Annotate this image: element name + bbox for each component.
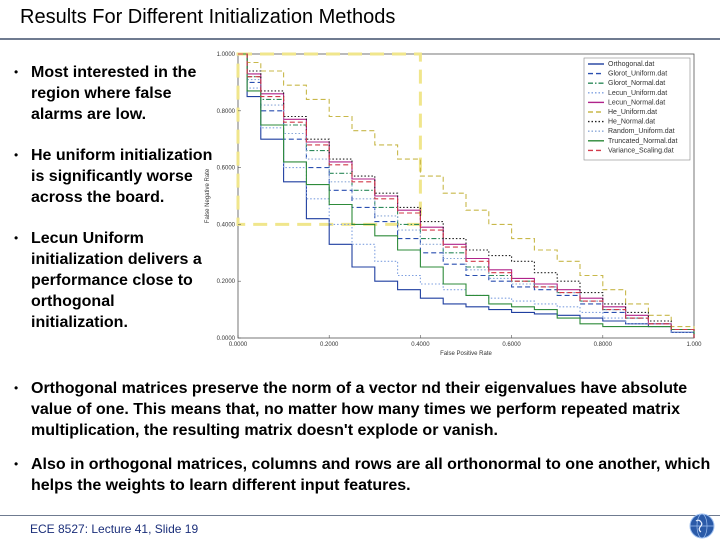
y-axis-label: False Negative Rate <box>205 168 211 223</box>
y-tick-label: 0.4000 <box>217 222 236 228</box>
series-line-he-normal <box>238 53 695 338</box>
x-tick-label: 0.0000 <box>229 342 248 348</box>
bullet-text: Also in orthogonal matrices, columns and… <box>31 456 711 494</box>
x-tick-label: 0.2000 <box>320 342 339 348</box>
bullet-text: He uniform initialization is significant… <box>31 147 213 206</box>
footer-divider <box>0 515 720 516</box>
bullet-item: • Orthogonal matrices preserve the norm … <box>14 378 714 441</box>
bullet-marker: • <box>14 148 19 162</box>
legend-entry: Lecun_Uniform.dat <box>608 90 667 97</box>
y-tick-label: 0.6000 <box>217 166 236 172</box>
legend-entry: Orthogonal.dat <box>608 61 654 68</box>
title-divider <box>0 38 720 40</box>
bullet-list-left: • Most interested in the region where fa… <box>14 62 214 353</box>
y-tick-label: 1.0000 <box>217 52 236 58</box>
series-line-variance-scaling <box>238 53 695 338</box>
legend-entry: He_Uniform.dat <box>608 109 657 116</box>
roc-chart: 0.0000 0.2000 0.4000 0.6000 0.8000 1.000 0.000… <box>205 52 702 357</box>
series-line-he-uniform <box>238 53 695 338</box>
x-axis-label: False Positive Rate <box>440 351 492 357</box>
bullet-item: • Most interested in the region where fa… <box>14 62 214 125</box>
legend-entry: Random_Uniform.dat <box>608 128 675 135</box>
y-tick-label: 0.8000 <box>217 109 236 115</box>
footer-slide-label: ECE 8527: Lecture 41, Slide 19 <box>30 522 199 536</box>
x-tick-label: 0.8000 <box>594 342 613 348</box>
bullet-item: • Lecun Uniform initialization delivers … <box>14 228 214 333</box>
legend-entry: Glorot_Normal.dat <box>608 80 665 87</box>
bullet-marker: • <box>14 65 19 79</box>
bullet-list-bottom: • Orthogonal matrices preserve the norm … <box>14 378 714 509</box>
bullet-text: Most interested in the region where fals… <box>31 64 197 123</box>
legend-box <box>583 57 691 161</box>
x-tick-label: 1.000 <box>686 342 702 348</box>
slide-title: Results For Different Initialization Met… <box>20 6 396 28</box>
x-tick-label: 0.4000 <box>411 342 430 348</box>
bullet-marker: • <box>14 231 19 245</box>
legend-entry: Glorot_Uniform.dat <box>608 71 667 78</box>
y-tick-label: 0.2000 <box>217 279 236 285</box>
legend-entry: He_Normal.dat <box>608 119 655 126</box>
legend-entry: Variance_Scaling.dat <box>608 147 674 154</box>
legend-entry: Lecun_Normal.dat <box>608 99 665 106</box>
bullet-marker: • <box>14 457 19 471</box>
bullet-text: Lecun Uniform initialization delivers a … <box>31 230 202 331</box>
x-tick-label: 0.6000 <box>502 342 521 348</box>
bullet-item: • Also in orthogonal matrices, columns a… <box>14 454 714 496</box>
bullet-marker: • <box>14 381 19 395</box>
legend-entry: Truncated_Normal.dat <box>608 138 677 145</box>
y-tick-label: 0.0000 <box>217 336 236 342</box>
series-line-truncated-normal <box>238 53 695 338</box>
globe-logo-icon <box>689 513 715 539</box>
bullet-item: • He uniform initialization is significa… <box>14 145 214 208</box>
bullet-text: Orthogonal matrices preserve the norm of… <box>31 380 688 439</box>
